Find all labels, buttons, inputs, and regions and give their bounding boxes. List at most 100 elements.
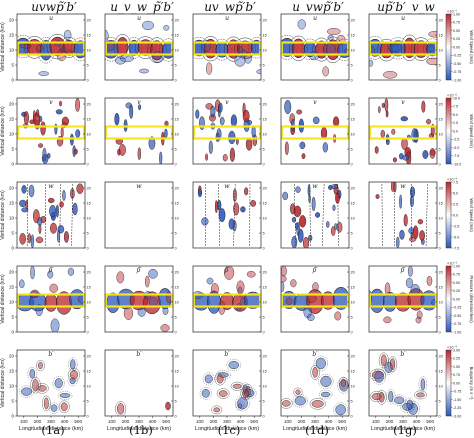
panel-b′: b′ 0 5 10 15 20 100 200 300 400 500 Longitudinal di…	[192, 349, 267, 432]
contour-blob	[242, 389, 249, 398]
contour-blob	[166, 290, 172, 304]
y-tick-label: 0	[351, 247, 353, 251]
colorbar-tick-label: 0.75	[453, 373, 460, 377]
contour-blob	[148, 136, 156, 150]
contour-blob	[214, 200, 218, 214]
contour-blob	[295, 389, 301, 395]
y-tick-label: 5	[11, 231, 14, 236]
contour-blob	[141, 20, 155, 31]
panel-subtitle: p̃′	[312, 267, 318, 274]
y-tick-label: 5	[263, 148, 265, 152]
contour-blob	[21, 387, 33, 396]
panel-subtitle: b′	[136, 351, 142, 358]
y-tick-label: 15	[175, 34, 179, 38]
y-tick-label: 15	[263, 202, 267, 206]
panel-label: (1g)	[393, 423, 417, 437]
contour-line	[58, 400, 70, 414]
y-tick-label: 15	[263, 34, 267, 38]
column-title: u_vwp̃′b′	[292, 0, 344, 14]
contour-line	[211, 405, 223, 415]
x-tick-label: 100	[20, 419, 28, 424]
contour-blob	[406, 399, 414, 410]
contour-blob	[59, 100, 62, 107]
colorbar-label: Wind Speed (m/s)	[469, 114, 474, 148]
x-tick-label: 400	[413, 419, 421, 424]
panel-subtitle: p̃′	[48, 267, 54, 274]
panel-frame	[16, 13, 86, 81]
panel-subtitle: v	[225, 99, 229, 106]
contour-blob	[32, 109, 36, 123]
y-tick-label: 20	[351, 187, 355, 191]
contour-line	[218, 183, 220, 247]
contour-blob	[240, 206, 246, 213]
contour-blob	[213, 407, 221, 413]
contour-blob	[426, 57, 437, 66]
contour-blob	[333, 116, 340, 127]
contour-blob	[21, 207, 29, 213]
contour-blob	[218, 208, 226, 223]
x-tick-label: 400	[61, 419, 69, 424]
y-tick-label: 10	[9, 48, 15, 53]
panel-subtitle: v	[137, 99, 141, 106]
contour-line	[214, 372, 226, 386]
panel-subtitle: v	[313, 99, 317, 106]
x-tick-label: 300	[223, 419, 231, 424]
x-tick-label: 200	[386, 419, 394, 424]
x-tick-label: 200	[298, 419, 306, 424]
contour-line	[281, 398, 293, 409]
contour-blob	[205, 103, 213, 110]
pressure-contour	[44, 293, 58, 312]
contour-blob	[412, 225, 419, 240]
contour-blob	[389, 358, 396, 370]
y-tick-label: 5	[263, 64, 265, 68]
contour-line	[293, 387, 303, 397]
contour-blob	[282, 191, 289, 201]
panel-subtitle: w	[312, 183, 318, 190]
contour-blob	[75, 129, 81, 138]
contour-blob	[218, 300, 226, 315]
contour-line	[418, 376, 428, 393]
y-tick-label: 15	[439, 370, 443, 374]
contour-blob	[237, 403, 243, 409]
y-tick-label: 5	[175, 316, 177, 320]
contour-blob	[322, 142, 328, 153]
contour-line	[199, 387, 212, 400]
contour-blob	[374, 146, 379, 154]
contour-blob	[378, 106, 381, 114]
highlight-box	[280, 293, 350, 308]
panel-subtitle: b′	[48, 351, 54, 358]
x-tick-label: 200	[122, 419, 130, 424]
panel-contours	[106, 268, 172, 332]
y-tick-label: 5	[11, 315, 14, 320]
y-tick-label: 15	[439, 202, 443, 206]
panel-subtitle: b′	[400, 351, 406, 358]
contour-line	[378, 352, 389, 369]
contour-blob	[201, 388, 210, 398]
contour-line	[321, 183, 325, 247]
contour-blob	[371, 393, 382, 401]
colorbar-bar	[445, 181, 452, 249]
panel-frame	[104, 13, 174, 81]
contour-line	[334, 38, 349, 61]
panel-b′: b′ 0 5 10 15 20 100 200 300 400 500 Longitudinal di…	[280, 349, 355, 432]
y-tick-label: 20	[439, 103, 443, 107]
contour-line	[369, 391, 384, 403]
contour-line	[42, 395, 51, 412]
contour-blob	[206, 277, 214, 285]
y-tick-label: 20	[439, 271, 443, 275]
contour-blob	[40, 121, 46, 136]
colorbar-tick-label: 0.25	[453, 289, 460, 293]
colorbar-tick-label: 10.0	[453, 96, 460, 100]
contour-blob	[60, 402, 68, 412]
panel-contours	[199, 359, 257, 415]
y-tick-label: 0	[87, 163, 89, 167]
panel-v: v 0 5 10 15 20	[192, 97, 267, 167]
contour-blob	[74, 148, 78, 155]
y-tick-label: 20	[351, 355, 355, 359]
colorbar-tick-label: 0.75	[453, 273, 460, 277]
y-tick-label: 5	[263, 316, 265, 320]
contour-blob	[54, 378, 63, 389]
y-tick-label: 10	[439, 301, 443, 305]
y-tick-label: 0	[439, 247, 441, 251]
panel-frame	[368, 97, 438, 165]
